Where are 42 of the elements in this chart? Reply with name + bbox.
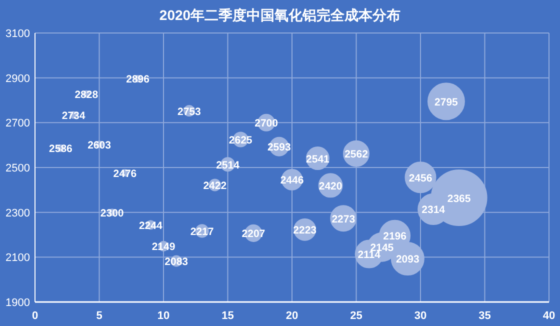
chart-title: 2020年二季度中国氧化铝完全成本分布 [159, 7, 401, 23]
data-label: 2422 [203, 180, 227, 192]
x-tick-label: 25 [350, 310, 362, 322]
y-tick-label: 1900 [6, 297, 30, 309]
x-tick-label: 20 [286, 310, 298, 322]
data-label: 2365 [447, 192, 471, 205]
data-label: 2456 [408, 172, 432, 184]
data-label: 2753 [178, 106, 202, 118]
x-tick-label: 0 [32, 310, 38, 322]
data-label: 2896 [126, 74, 150, 86]
data-label: 2420 [318, 180, 342, 192]
data-label: 2083 [164, 256, 188, 268]
y-tick-label: 3100 [6, 28, 30, 40]
data-label: 2314 [422, 204, 446, 216]
y-tick-label: 2700 [6, 118, 30, 130]
data-label: 2149 [152, 241, 176, 254]
y-tick-label: 2300 [6, 207, 30, 220]
data-label: 2828 [74, 88, 98, 101]
data-label: 2300 [100, 207, 124, 220]
data-label: 2700 [254, 118, 278, 130]
data-label: 2586 [49, 143, 73, 156]
data-label: 2273 [332, 213, 356, 226]
data-label: 2196 [383, 230, 407, 243]
data-label: 2223 [293, 224, 317, 237]
data-label: 2514 [216, 159, 240, 172]
x-tick-label: 5 [96, 310, 102, 322]
data-label: 2244 [138, 220, 162, 232]
x-tick-label: 15 [222, 310, 234, 322]
x-tick-label: 10 [157, 310, 170, 322]
y-tick-label: 2900 [6, 72, 30, 85]
data-label: 2541 [306, 153, 330, 166]
data-label: 2603 [88, 139, 112, 152]
x-tick-label: 30 [414, 310, 427, 322]
x-tick-label: 35 [478, 310, 491, 322]
y-tick-label: 2100 [6, 252, 30, 264]
data-label: 2734 [62, 110, 86, 122]
y-tick-label: 2500 [6, 162, 30, 174]
x-tick-label: 40 [542, 310, 556, 322]
data-label: 2795 [434, 96, 458, 108]
data-label: 2562 [344, 148, 368, 161]
data-label: 2093 [396, 254, 420, 266]
data-label: 2476 [113, 168, 137, 180]
